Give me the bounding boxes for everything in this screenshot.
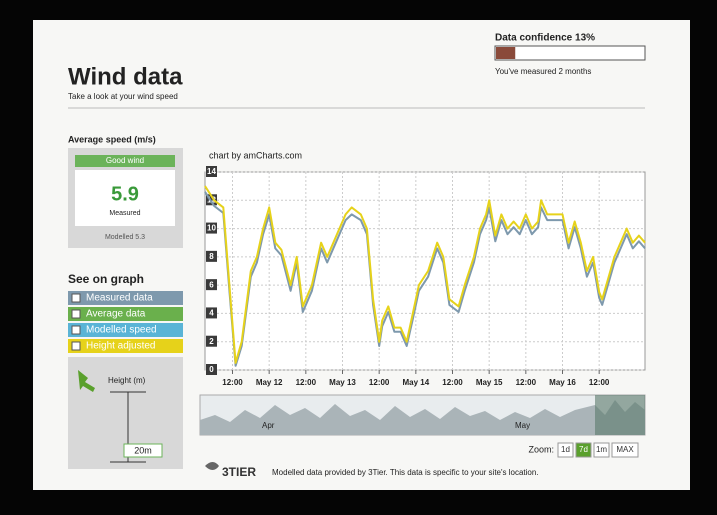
x-tick-label: 12:00 xyxy=(222,378,243,387)
avg-status: Good wind xyxy=(106,156,144,165)
checkbox[interactable] xyxy=(72,326,80,334)
x-tick-label: 12:00 xyxy=(442,378,463,387)
avg-title: Average speed (m/s) xyxy=(68,134,156,144)
y-tick-label: 2 xyxy=(209,337,214,346)
subtitle: Take a look at your wind speed xyxy=(68,92,178,101)
confidence-fill xyxy=(496,47,515,59)
navigator-window[interactable] xyxy=(595,395,645,435)
page: Wind data Take a look at your wind speed… xyxy=(0,0,717,515)
checkbox[interactable] xyxy=(72,342,80,350)
x-tick-label: May 16 xyxy=(549,378,576,387)
y-tick-label: 10 xyxy=(207,224,216,233)
x-tick-label: May 13 xyxy=(329,378,356,387)
height-value: 20m xyxy=(134,445,152,455)
x-tick-label: 12:00 xyxy=(369,378,390,387)
zoom-buttons: 1d 7d 1m MAX xyxy=(558,443,638,457)
x-tick-label: May 12 xyxy=(256,378,283,387)
navigator-label: Apr xyxy=(262,421,275,430)
y-tick-label: 14 xyxy=(207,167,216,176)
zoom-label: Zoom: xyxy=(528,444,554,454)
avg-value: 5.9 xyxy=(111,183,139,205)
y-tick-label: 0 xyxy=(209,365,214,374)
confidence-track xyxy=(495,46,645,60)
height-label: Height (m) xyxy=(108,376,146,385)
screen: Wind data Take a look at your wind speed… xyxy=(0,0,717,515)
toggle-label: Modelled speed xyxy=(86,325,157,336)
footer-note: Modelled data provided by 3Tier. This da… xyxy=(272,468,539,477)
x-tick-label: 12:00 xyxy=(516,378,537,387)
confidence-note: You've measured 2 months xyxy=(495,67,591,76)
navigator-label: May xyxy=(515,421,530,430)
logo: 3TIER xyxy=(222,465,256,479)
checkbox[interactable] xyxy=(72,310,80,318)
toggle-label: Measured data xyxy=(86,293,153,304)
plot-area xyxy=(205,172,645,370)
y-tick-label: 6 xyxy=(209,280,214,289)
zoom-button-label: 1m xyxy=(596,445,607,454)
zoom-button-label: MAX xyxy=(616,445,634,454)
y-tick-label: 8 xyxy=(209,252,214,261)
checkbox[interactable] xyxy=(72,294,80,302)
confidence-label: Data confidence 13% xyxy=(495,33,595,44)
avg-modelled: Modelled 5.3 xyxy=(105,234,145,241)
x-tick-label: 12:00 xyxy=(589,378,610,387)
x-tick-label: May 15 xyxy=(476,378,503,387)
y-tick-label: 4 xyxy=(209,309,214,318)
see-title: See on graph xyxy=(68,272,144,286)
zoom-button-label: 7d xyxy=(579,445,588,454)
toggle-label: Average data xyxy=(86,309,146,320)
avg-caption: Measured xyxy=(109,210,140,217)
chart-credit: chart by amCharts.com xyxy=(209,150,302,160)
toggle-label: Height adjusted xyxy=(86,341,156,352)
x-tick-label: May 14 xyxy=(402,378,429,387)
x-tick-label: 12:00 xyxy=(296,378,317,387)
title: Wind data xyxy=(68,63,183,90)
zoom-button-label: 1d xyxy=(561,445,570,454)
